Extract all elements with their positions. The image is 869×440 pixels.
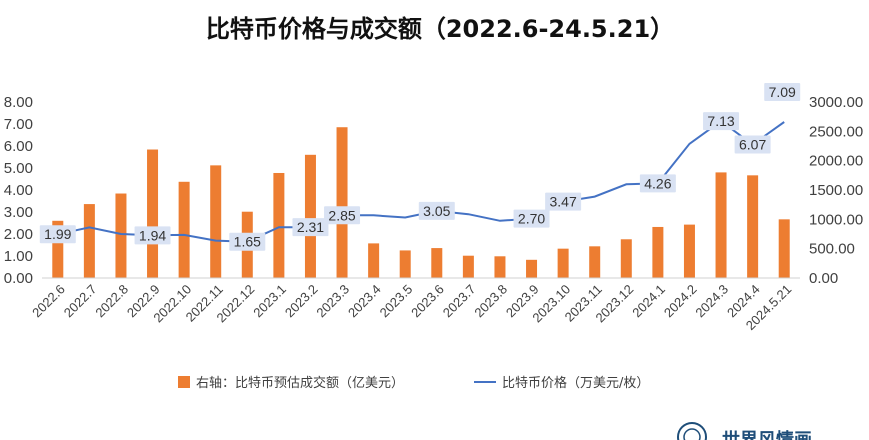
logo-icon [677, 422, 707, 440]
bar [494, 256, 506, 278]
bar [273, 172, 285, 278]
right-tick-label: 3000.00 [809, 94, 863, 111]
bar [304, 154, 316, 278]
data-label: 2.85 [328, 207, 355, 223]
left-tick-label: 1.00 [4, 248, 33, 265]
data-label-box [292, 218, 329, 237]
legend-bar-label: 右轴：比特币预估成交额（亿美元） [196, 375, 404, 391]
left-tick-label: 7.00 [4, 116, 33, 133]
bar [715, 172, 727, 278]
data-label-box [418, 201, 455, 220]
x-tick-label: 2022.7 [61, 282, 100, 321]
x-tick-label: 2023.1 [250, 282, 289, 321]
x-tick-label: 2023.6 [408, 282, 447, 321]
x-tick-label: 2022.8 [92, 282, 131, 321]
x-tick-label: 2023.8 [471, 282, 510, 321]
x-tick-label: 2024.3 [692, 282, 731, 321]
x-tick-label: 2024.1 [629, 282, 668, 321]
x-tick-label: 2023.7 [440, 282, 479, 321]
right-axis: 0.00 500.00 1000.00 1500.00 2000.00 2500.00 30… [809, 94, 863, 287]
logo-text: 世界风情画 [722, 430, 812, 440]
chart-title: 比特币价格与成交额（2022.6-24.5.21） [206, 15, 674, 43]
bar [399, 250, 411, 278]
left-tick-label: 2.00 [4, 226, 33, 243]
x-tick-label: 2022.6 [29, 282, 68, 321]
bar [462, 255, 474, 278]
data-label-box [324, 206, 361, 225]
right-tick-label: 2500.00 [809, 123, 863, 140]
bar [83, 204, 95, 278]
left-tick-label: 4.00 [4, 182, 33, 199]
left-tick-label: 5.00 [4, 160, 33, 177]
right-tick-label: 2000.00 [809, 153, 863, 170]
data-label-box [545, 192, 582, 211]
bar [683, 224, 695, 278]
point-labels: 1.99 1.94 1.65 2.312.85 3.05 2.70 3.47 4.26 7.13… [39, 83, 801, 251]
bar [747, 175, 759, 278]
bar [652, 226, 664, 278]
left-tick-label: 6.00 [4, 138, 33, 155]
x-tick-label: 2023.5 [377, 282, 416, 321]
right-tick-label: 0.00 [809, 270, 838, 287]
data-label: 2.31 [297, 219, 324, 235]
bar [589, 246, 601, 278]
right-tick-label: 1500.00 [809, 182, 863, 199]
left-tick-label: 8.00 [4, 94, 33, 111]
data-label-box [134, 226, 171, 245]
x-axis-ticks: 2022.62022.72022.82022.92022.102022.1120… [29, 282, 794, 334]
data-label: 4.26 [644, 175, 671, 191]
legend: 右轴：比特币预估成交额（亿美元） 比特币价格（万美元/枚） [178, 375, 649, 391]
data-label: 6.07 [739, 136, 766, 152]
data-label-box [39, 225, 76, 244]
left-tick-label: 3.00 [4, 204, 33, 221]
data-label: 7.09 [769, 84, 796, 100]
data-label: 1.65 [234, 234, 261, 250]
bar [115, 193, 127, 278]
right-tick-label: 500.00 [809, 241, 855, 258]
bar [336, 127, 348, 278]
x-tick-label: 2024.2 [661, 282, 700, 321]
data-label: 1.94 [139, 227, 166, 243]
bar [147, 149, 159, 278]
bar [210, 165, 222, 278]
x-tick-label: 2023.4 [345, 282, 384, 321]
left-axis: 0.00 1.00 2.00 3.00 4.00 5.00 6.00 7.00 8.00 [4, 94, 33, 287]
data-label: 1.99 [44, 226, 71, 242]
legend-bar-swatch [178, 376, 190, 388]
logo-inner-icon [683, 428, 701, 440]
bar [178, 181, 190, 278]
bar [368, 243, 380, 278]
data-label-box [639, 174, 676, 193]
bar [620, 239, 632, 278]
data-label: 2.70 [518, 211, 545, 227]
right-tick-label: 1000.00 [809, 211, 863, 228]
bar [778, 219, 790, 278]
bar [431, 248, 443, 278]
data-label-box [734, 135, 771, 154]
data-label-box [764, 83, 801, 102]
legend-line-label: 比特币价格（万美元/枚） [502, 375, 649, 391]
data-label: 3.05 [423, 203, 450, 219]
data-label: 3.47 [550, 194, 577, 210]
data-label-box [229, 232, 266, 251]
left-tick-label: 0.00 [4, 270, 33, 287]
x-tick-label: 2023.2 [282, 282, 321, 321]
bar [52, 220, 64, 278]
data-label-box [703, 112, 740, 131]
bar [526, 259, 538, 278]
data-label: 7.13 [707, 113, 734, 129]
data-label-box [513, 209, 550, 228]
x-tick-label: 2023.3 [313, 282, 352, 321]
logo: 世界风情画 [677, 422, 812, 440]
bar [557, 248, 569, 278]
